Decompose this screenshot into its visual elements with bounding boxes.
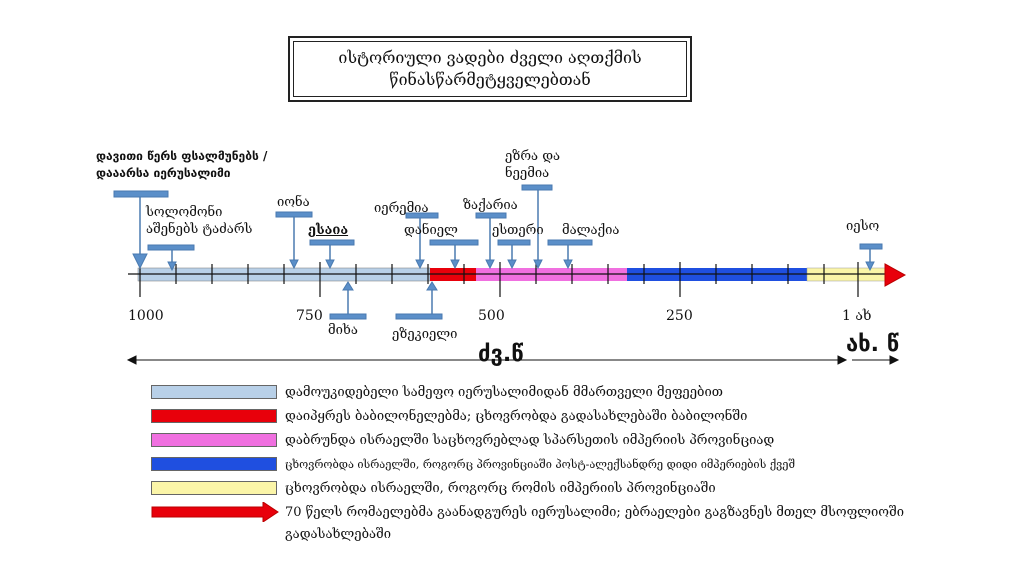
legend-swatch (151, 409, 277, 423)
legend-row: დაიპყრეს ბაბილონელებმა; ცხოვრობდა გადასა… (151, 407, 747, 425)
marker-jesus (859, 243, 883, 250)
label-isaiah: ესაია (308, 223, 349, 238)
timeline-ticks (139, 262, 859, 297)
legend-text: ცხოვრობდა ისრაელში, როგორც რომის იმპერიი… (285, 480, 716, 496)
legend-text: ცხოვრობდა ისრაელში, როგორც პროვინციაში პ… (285, 457, 796, 471)
legend-row: დამოუკიდებელი სამეფო იერუსალიმიდან მმართ… (151, 383, 723, 401)
marker-ezra (521, 184, 553, 191)
label-solomon-line-1: სოლომონი (146, 205, 223, 220)
label-zechariah: ზაქარია (463, 198, 518, 213)
marker-solomon (147, 244, 195, 251)
legend-text: დამოუკიდებელი სამეფო იერუსალიმიდან მმართ… (285, 384, 723, 400)
marker-malachi (547, 239, 593, 246)
legend-text: 70 წელს რომაელებმა გაანადგურეს იერუსალიმ… (285, 504, 905, 520)
tick-label-750: 750 (296, 308, 323, 324)
tick-label-1000: 1000 (128, 308, 164, 324)
label-ezra-line-2: ნეემია (505, 166, 550, 181)
label-david-line-2: დააარსა იერუსალიმი (96, 166, 231, 180)
label-jeremiah: იერემია (374, 201, 429, 216)
marker-jonah (275, 211, 313, 218)
label-solomon-line-2: აშენებს ტაძარს (146, 222, 253, 237)
label-daniel: დანიელ (404, 223, 458, 238)
label-solomon: სოლომონი აშენებს ტაძარს (146, 204, 252, 238)
label-david: დავითი წერს ფსალმუნებს / დააარსა იერუსალ… (96, 148, 267, 182)
label-ezra-line-1: ეზრა და (505, 149, 561, 164)
label-jesus: იესო (846, 219, 880, 234)
legend-arrow-swatch (151, 502, 279, 522)
marker-daniel (429, 239, 479, 246)
legend-swatch (151, 457, 277, 471)
timeline-arrow-head (884, 263, 907, 287)
marker-david (113, 190, 169, 198)
legend-row: 70 წელს რომაელებმა გაანადგურეს იერუსალიმ… (151, 502, 905, 522)
legend-text: დაბრუნდა ისრაელში საცხოვრებლად სპარსეთის… (285, 432, 775, 448)
diagram-title: ისტორიული ვადები ძველი აღთქმის წინასწარმ… (288, 36, 692, 102)
legend-text: დაიპყრეს ბაბილონელებმა; ცხოვრობდა გადასა… (285, 408, 748, 424)
label-ezra: ეზრა და ნეემია (505, 148, 560, 182)
marker-isaiah (309, 239, 355, 246)
era-bc-label: ძვ.წ (478, 342, 524, 367)
legend-row-continued: გადასახლებაში (285, 525, 391, 543)
label-ezekiel: ეზეკიელი (392, 327, 458, 342)
label-esther: ესთერი (492, 223, 544, 238)
legend-swatch (151, 433, 277, 447)
legend-row: ცხოვრობდა ისრაელში, როგორც რომის იმპერიი… (151, 479, 716, 497)
legend-row: დაბრუნდა ისრაელში საცხოვრებლად სპარსეთის… (151, 431, 774, 449)
tick-label-250: 250 (666, 308, 693, 324)
tick-label-500: 500 (478, 308, 505, 324)
era-ad-label: ახ. წ (846, 332, 899, 357)
label-micah: მიხა (328, 323, 358, 338)
marker-micah (342, 281, 354, 291)
label-malachi: მალაქია (562, 223, 620, 238)
tick-label-1ad: 1 ახ (842, 308, 872, 324)
legend-swatch (151, 481, 277, 495)
marker-esther (497, 239, 531, 246)
legend-text: გადასახლებაში (285, 526, 392, 542)
legend-row: ცხოვრობდა ისრაელში, როგორც პროვინციაში პ… (151, 455, 795, 473)
label-david-line-1: დავითი წერს ფსალმუნებს / (96, 149, 268, 163)
marker-jeremiah (405, 212, 439, 219)
marker-zechariah (475, 212, 507, 219)
label-jonah: იონა (277, 195, 310, 210)
legend-swatch (151, 385, 277, 399)
